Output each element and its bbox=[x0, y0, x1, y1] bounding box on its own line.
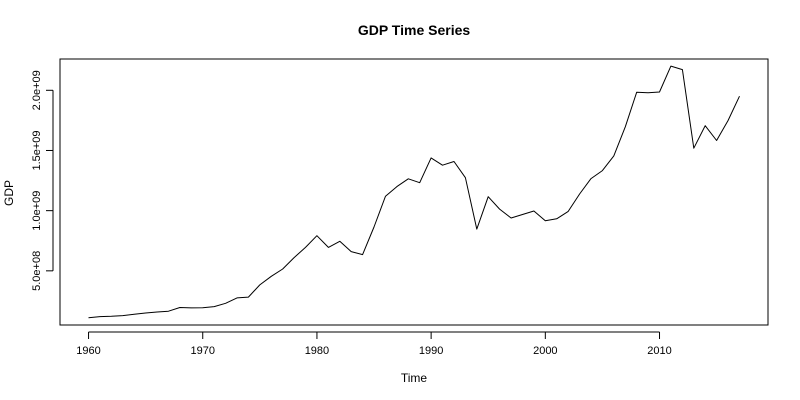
y-axis-label: GDP bbox=[2, 180, 16, 206]
y-axis: 5.0e+08 1.0e+09 1.5e+09 2.0e+09 bbox=[31, 70, 54, 291]
series-line bbox=[88, 65, 740, 319]
y-tick-label: 1.0e+09 bbox=[31, 191, 43, 231]
x-axis: 1960 1970 1980 1990 2000 2010 bbox=[76, 331, 672, 357]
x-tick-label: 1970 bbox=[190, 345, 214, 357]
x-tick-label: 2000 bbox=[533, 345, 557, 357]
x-tick-label: 1990 bbox=[419, 345, 443, 357]
x-axis-label: Time bbox=[401, 371, 428, 385]
y-tick-label: 2.0e+09 bbox=[31, 70, 43, 110]
y-tick-label: 1.5e+09 bbox=[31, 130, 43, 170]
x-tick-label: 2010 bbox=[647, 345, 671, 357]
chart-title: GDP Time Series bbox=[358, 22, 471, 38]
x-tick-label: 1960 bbox=[76, 345, 100, 357]
plot-frame bbox=[59, 58, 769, 326]
series-layer bbox=[88, 65, 740, 319]
x-tick-label: 1980 bbox=[305, 345, 329, 357]
y-tick-label: 5.0e+08 bbox=[31, 251, 43, 291]
